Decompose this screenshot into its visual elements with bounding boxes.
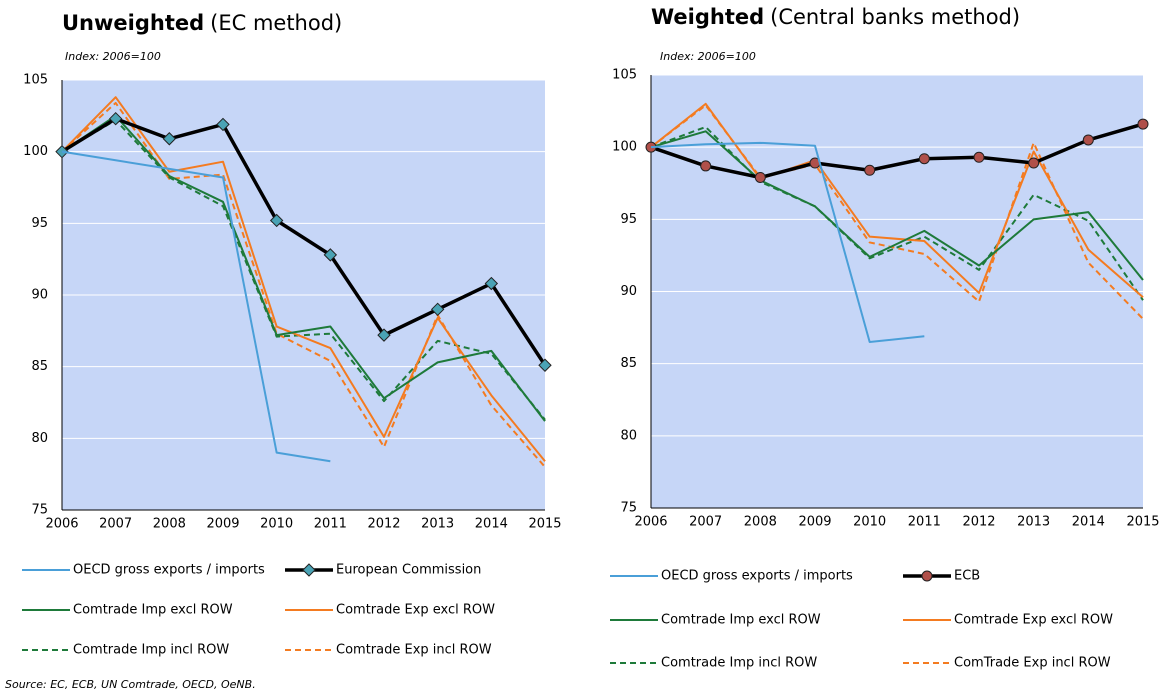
data-point <box>1028 157 1040 169</box>
chart-title: Unweighted (EC method) <box>62 11 342 35</box>
y-tick-label: 105 <box>612 68 637 83</box>
legend-label: Comtrade Imp excl ROW <box>73 603 233 618</box>
legend-label: Comtrade Exp excl ROW <box>954 613 1113 628</box>
legend-label: Comtrade Exp incl ROW <box>336 643 492 658</box>
y-tick-label: 100 <box>23 144 48 159</box>
x-tick-label: 2015 <box>528 517 561 532</box>
data-point <box>700 160 712 172</box>
legend-marker <box>921 570 933 582</box>
series-line <box>650 125 1144 301</box>
chart-title-bold: Unweighted <box>62 11 204 35</box>
legend-label: Comtrade Imp incl ROW <box>73 643 229 658</box>
series-line <box>650 102 1144 299</box>
y-tick-label: 95 <box>31 216 48 231</box>
x-tick-label: 2011 <box>908 515 941 530</box>
legend-label: ComTrade Exp incl ROW <box>954 656 1111 671</box>
y-tick-label: 85 <box>31 359 48 374</box>
x-tick-label: 2010 <box>260 517 293 532</box>
data-point <box>108 111 123 126</box>
x-tick-label: 2009 <box>798 515 831 530</box>
chart-title-suffix: (Central banks method) <box>770 5 1020 29</box>
y-tick-label: 100 <box>612 140 637 155</box>
y-tick-label: 80 <box>620 428 637 443</box>
chart-title-bold: Weighted <box>651 5 764 29</box>
legend-label: Comtrade Exp excl ROW <box>336 603 495 618</box>
legend-label: Comtrade Imp incl ROW <box>661 656 817 671</box>
data-point <box>323 248 338 262</box>
x-tick-label: 2014 <box>1072 515 1105 530</box>
data-point <box>864 164 876 176</box>
chart-title: Weighted (Central banks method) <box>651 5 1020 29</box>
series-line <box>61 116 547 367</box>
data-point <box>973 151 985 163</box>
data-point <box>162 132 177 146</box>
x-tick-label: 2012 <box>367 517 400 532</box>
series-line <box>61 114 546 422</box>
x-tick-label: 2011 <box>314 517 347 532</box>
series-line <box>650 122 1144 180</box>
data-point <box>1137 118 1149 130</box>
data-point <box>430 302 445 317</box>
y-tick-label: 85 <box>620 356 637 371</box>
data-point <box>216 117 230 132</box>
y-tick-label: 95 <box>620 212 637 227</box>
legend-label: OECD gross exports / imports <box>661 569 853 584</box>
x-tick-label: 2008 <box>744 515 777 530</box>
legend-label: OECD gross exports / imports <box>73 563 265 578</box>
y-tick-label: 90 <box>31 288 48 303</box>
legend-label: European Commission <box>336 563 481 578</box>
data-point <box>1082 134 1094 146</box>
data-point <box>918 153 930 165</box>
x-tick-label: 2009 <box>206 517 239 532</box>
legend-marker <box>302 563 316 577</box>
series-line <box>650 130 1144 281</box>
y-tick-label: 75 <box>620 501 637 516</box>
data-point <box>538 358 552 372</box>
y-tick-label: 90 <box>620 284 637 299</box>
x-tick-label: 2006 <box>45 517 78 532</box>
legend-label: Comtrade Imp excl ROW <box>661 613 821 628</box>
x-tick-label: 2013 <box>1017 515 1050 530</box>
x-tick-label: 2014 <box>475 517 508 532</box>
data-point <box>754 171 766 183</box>
source-note: Source: EC, ECB, UN Comtrade, OECD, OeNB… <box>5 678 256 691</box>
legend-label: ECB <box>954 569 980 584</box>
x-tick-label: 2012 <box>962 515 995 530</box>
y-tick-label: 105 <box>23 73 48 88</box>
y-tick-label: 75 <box>31 503 48 518</box>
data-point <box>377 328 391 342</box>
x-tick-label: 2008 <box>153 517 186 532</box>
y-tick-label: 80 <box>31 431 48 446</box>
y-note: Index: 2006=100 <box>65 50 161 63</box>
x-tick-label: 2006 <box>634 515 667 530</box>
series-line <box>61 150 331 463</box>
x-tick-label: 2007 <box>689 515 722 530</box>
data-point <box>269 213 284 228</box>
series-line <box>61 119 546 421</box>
series-line <box>650 141 925 344</box>
x-tick-label: 2015 <box>1126 515 1159 530</box>
data-point <box>484 276 499 291</box>
y-note: Index: 2006=100 <box>660 50 756 63</box>
x-tick-label: 2013 <box>421 517 454 532</box>
x-tick-label: 2007 <box>99 517 132 532</box>
chart-title-suffix: (EC method) <box>210 11 342 35</box>
x-tick-label: 2010 <box>853 515 886 530</box>
series-line <box>61 101 546 468</box>
